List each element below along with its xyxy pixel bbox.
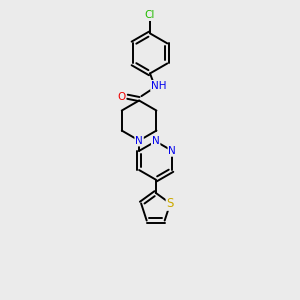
Text: N: N <box>168 146 176 156</box>
Text: O: O <box>117 92 126 102</box>
Text: Cl: Cl <box>145 10 155 20</box>
Text: N: N <box>152 136 160 146</box>
Text: N: N <box>135 136 143 146</box>
Text: S: S <box>167 197 174 210</box>
Text: NH: NH <box>151 81 166 91</box>
